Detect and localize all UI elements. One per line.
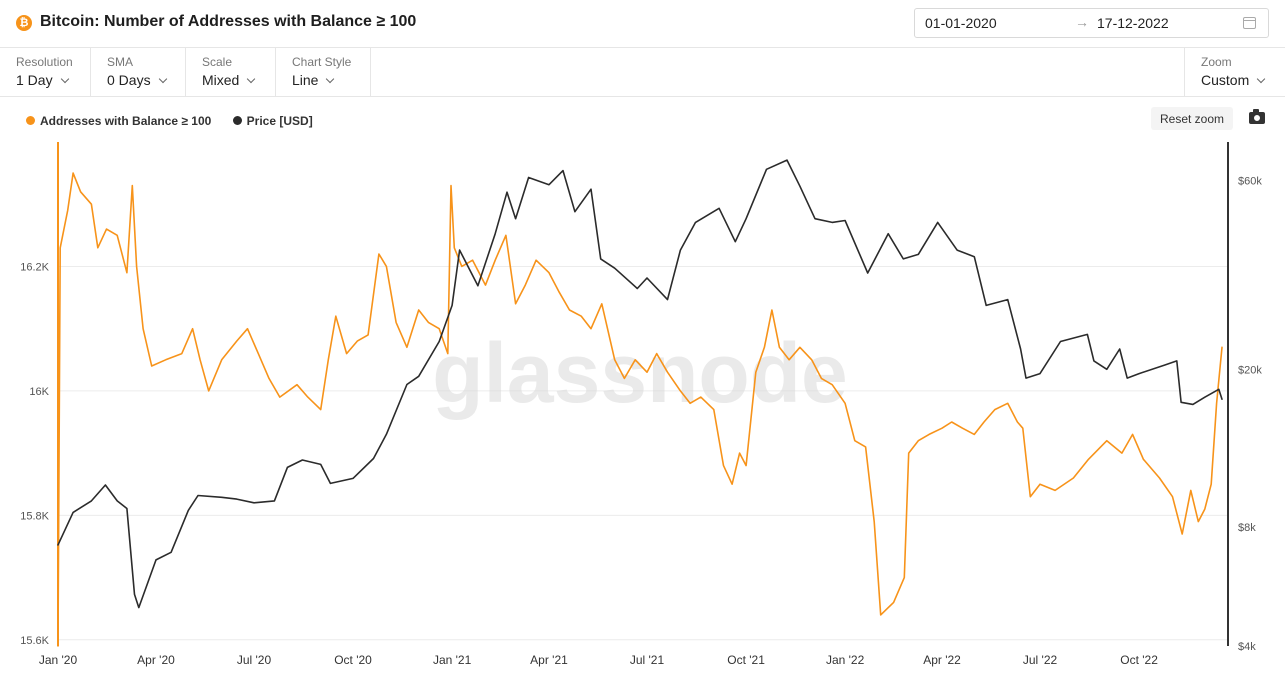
x-tick-label: Apr '21 <box>530 653 568 667</box>
x-tick-label: Apr '22 <box>923 653 961 667</box>
x-tick-label: Apr '20 <box>137 653 175 667</box>
x-tick-label: Oct '21 <box>727 653 765 667</box>
series-line-price <box>57 159 1223 609</box>
chevron-down-icon <box>1256 74 1266 84</box>
chart-style-label: Chart Style <box>292 55 352 69</box>
scale-value: Mixed <box>202 72 240 88</box>
x-tick-label: Jul '20 <box>237 653 272 667</box>
chart-legend: Addresses with Balance ≥ 100 Price [USD] <box>26 114 331 130</box>
y-right-tick-label: $4k <box>1238 641 1256 653</box>
legend-item-addresses[interactable]: Addresses with Balance ≥ 100 <box>26 114 211 128</box>
y-right-tick-label: $8k <box>1238 522 1256 534</box>
sma-label: SMA <box>107 55 134 69</box>
x-tick-label: Jan '22 <box>826 653 865 667</box>
legend-item-price[interactable]: Price [USD] <box>232 114 313 128</box>
x-tick-label: Jan '20 <box>39 653 78 667</box>
sma-value: 0 Days <box>107 72 151 88</box>
chart-style-dropdown[interactable]: Chart Style Line <box>276 48 371 97</box>
resolution-label: Resolution <box>16 55 73 69</box>
camera-icon[interactable] <box>1249 109 1265 124</box>
date-end-input[interactable]: 17-12-2022 <box>1097 15 1169 31</box>
legend-dot-orange <box>26 116 35 125</box>
chart-title: Bitcoin: Number of Addresses with Balanc… <box>40 13 417 30</box>
arrow-right-icon: → <box>1075 14 1089 30</box>
x-tick-label: Oct '20 <box>334 653 372 667</box>
date-start-input[interactable]: 01-01-2020 <box>925 15 997 31</box>
y-right-tick-label: $60k <box>1238 175 1262 187</box>
chevron-down-icon <box>158 74 167 84</box>
x-tick-label: Jul '21 <box>630 653 665 667</box>
series-line-addresses <box>57 172 1223 647</box>
bitcoin-icon: ₿ <box>16 15 32 31</box>
chevron-down-icon <box>326 74 335 84</box>
y-right-tick-label: $20k <box>1238 364 1262 376</box>
zoom-label: Zoom <box>1201 55 1232 69</box>
date-range-picker[interactable]: 01-01-2020 → 17-12-2022 <box>914 8 1269 38</box>
y-left-tick-label: 16K <box>29 386 49 398</box>
x-tick-label: Jul '22 <box>1023 653 1058 667</box>
chart-svg: glassnode 16.2K 16K 15.8K 15.6K $60k $20k $8k $4… <box>20 142 1262 667</box>
scale-dropdown[interactable]: Scale Mixed <box>186 48 276 97</box>
x-tick-label: Jan '21 <box>433 653 472 667</box>
legend-dot-black <box>232 116 242 125</box>
calendar-icon[interactable] <box>1243 17 1256 29</box>
resolution-dropdown[interactable]: Resolution 1 Day <box>0 48 91 97</box>
chevron-down-icon <box>247 74 256 84</box>
chart-style-value: Line <box>292 72 319 88</box>
x-tick-label: Oct '22 <box>1120 653 1158 667</box>
chevron-down-icon <box>60 74 69 84</box>
resolution-value: 1 Day <box>16 72 53 88</box>
legend-label-price: Price [USD] <box>246 114 313 128</box>
chart-toolbar: Resolution 1 Day SMA 0 Days Scale Mixed … <box>0 48 1285 97</box>
watermark-text: glassnode <box>432 326 847 420</box>
zoom-value: Custom <box>1201 72 1250 88</box>
y-left-tick-label: 16.2K <box>20 261 49 273</box>
zoom-dropdown[interactable]: Zoom Custom <box>1184 48 1285 97</box>
sma-dropdown[interactable]: SMA 0 Days <box>91 48 186 97</box>
chart-header: ₿ Bitcoin: Number of Addresses with Bala… <box>0 0 1285 48</box>
reset-zoom-button[interactable]: Reset zoom <box>1151 107 1233 130</box>
y-left-tick-label: 15.6K <box>20 635 49 647</box>
y-left-tick-label: 15.8K <box>20 510 49 522</box>
legend-label-addresses: Addresses with Balance ≥ 100 <box>40 114 212 128</box>
scale-label: Scale <box>202 55 233 69</box>
